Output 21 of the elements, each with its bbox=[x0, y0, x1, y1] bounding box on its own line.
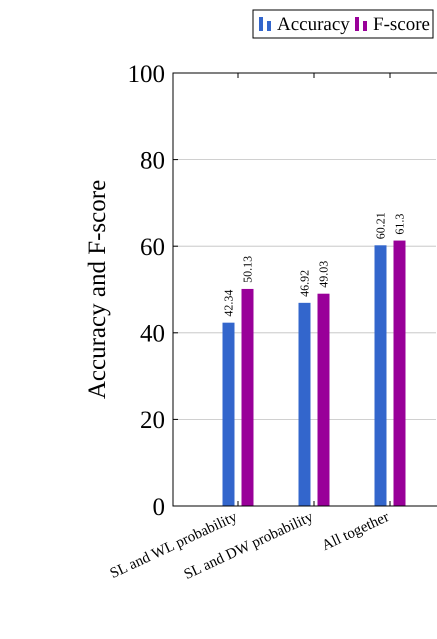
y-axis-title: Accuracy and F-score bbox=[84, 180, 111, 400]
bar bbox=[318, 294, 330, 506]
y-tick-label: 40 bbox=[140, 320, 165, 348]
y-tick-label: 60 bbox=[140, 234, 165, 261]
data-label: 49.03 bbox=[316, 260, 330, 288]
y-tick-label: 100 bbox=[128, 60, 165, 88]
legend-label: Accuracy bbox=[277, 14, 350, 35]
y-tick-label: 20 bbox=[140, 407, 165, 434]
y-tick-label: 80 bbox=[140, 147, 165, 174]
bar bbox=[394, 240, 406, 506]
data-label: 42.34 bbox=[222, 290, 236, 317]
legend-label: F-score bbox=[373, 14, 430, 35]
bar bbox=[222, 322, 234, 506]
y-tick-label: 0 bbox=[152, 494, 165, 521]
data-label: 50.13 bbox=[240, 256, 254, 283]
data-label: 46.92 bbox=[298, 270, 312, 297]
data-label: 61.3 bbox=[392, 214, 406, 235]
bar bbox=[298, 302, 310, 506]
bar bbox=[374, 245, 386, 506]
data-label: 60.21 bbox=[374, 212, 388, 240]
bar bbox=[242, 288, 254, 506]
